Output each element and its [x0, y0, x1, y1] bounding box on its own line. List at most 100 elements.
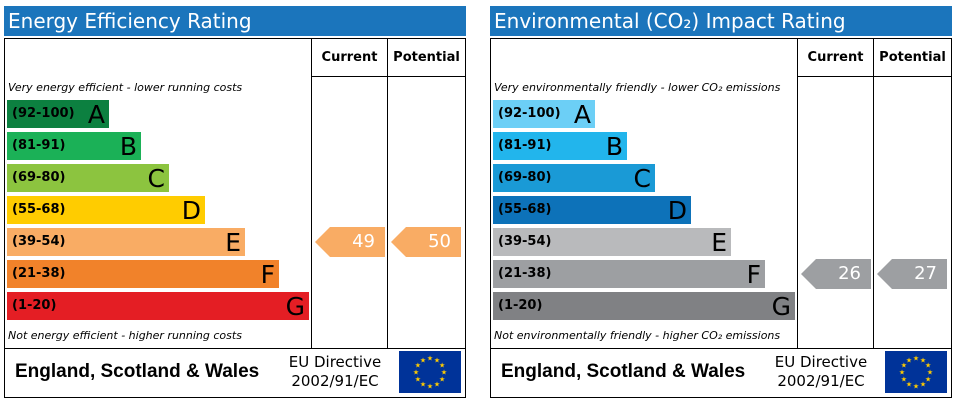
- band-range-label: (21-38): [12, 266, 66, 281]
- eu-star-icon: ★: [920, 381, 926, 389]
- eu-star-icon: ★: [906, 381, 912, 389]
- rating-band-a: (92-100) A: [493, 100, 595, 129]
- footer-divider: [491, 348, 951, 349]
- top-note: Very environmentally friendly - lower CO…: [494, 81, 781, 94]
- band-range-label: (69-80): [12, 170, 66, 185]
- eu-star-icon: ★: [434, 381, 440, 389]
- rating-frame: Current Potential Very energy efficient …: [4, 38, 466, 398]
- eu-star-icon: ★: [925, 376, 931, 384]
- band-letter: C: [147, 164, 165, 193]
- eu-star-icon: ★: [413, 369, 419, 377]
- current-rating-arrow: 49: [315, 227, 385, 257]
- column-divider: [797, 77, 798, 348]
- potential-rating-arrow: 27: [877, 259, 947, 289]
- rating-band-c: (69-80) C: [7, 164, 169, 193]
- bottom-note: Not environmentally friendly - higher CO…: [494, 329, 781, 342]
- rating-band-e: (39-54) E: [7, 228, 245, 257]
- eu-star-icon: ★: [434, 356, 440, 364]
- potential-column-header: Potential: [387, 39, 465, 77]
- band-letter: E: [225, 228, 241, 257]
- directive-line: EU Directive: [774, 353, 868, 371]
- eu-star-icon: ★: [901, 376, 907, 384]
- band-range-label: (81-91): [12, 138, 66, 153]
- potential-column-header: Potential: [873, 39, 951, 77]
- band-letter: G: [771, 292, 791, 321]
- band-range-label: (92-100): [12, 106, 75, 121]
- eu-flag-icon: ★ ★★★★★★★★★★★: [885, 351, 947, 393]
- band-letter: A: [573, 100, 591, 129]
- eu-star-icon: ★: [420, 381, 426, 389]
- rating-band-d: (55-68) D: [493, 196, 691, 225]
- band-letter: B: [605, 132, 623, 161]
- eu-star-icon: ★: [913, 355, 919, 363]
- bottom-note: Not energy efficient - higher running co…: [8, 329, 242, 342]
- panel-title: Environmental (CO₂) Impact Rating: [490, 6, 952, 36]
- panel-title: Energy Efficiency Rating: [4, 6, 466, 36]
- eu-star-icon: ★: [901, 362, 907, 370]
- potential-rating-value: 50: [428, 231, 451, 252]
- rating-band-b: (81-91) B: [493, 132, 627, 161]
- band-range-label: (92-100): [498, 106, 561, 121]
- eu-star-icon: ★: [439, 362, 445, 370]
- current-rating-value: 49: [352, 231, 375, 252]
- band-letter: F: [746, 260, 761, 289]
- rating-band-e: (39-54) E: [493, 228, 731, 257]
- band-letter: D: [667, 196, 687, 225]
- arrow-shape: [315, 227, 385, 257]
- region-label: England, Scotland & Wales: [501, 361, 746, 382]
- arrow-shape: [877, 259, 947, 289]
- potential-rating-arrow: 50: [391, 227, 461, 257]
- rating-band-c: (69-80) C: [493, 164, 655, 193]
- column-divider: [311, 77, 312, 348]
- eu-star-icon: ★: [420, 356, 426, 364]
- rating-band-d: (55-68) D: [7, 196, 205, 225]
- top-note: Very energy efficient - lower running co…: [8, 81, 243, 94]
- directive-line: 2002/91/EC: [291, 372, 379, 390]
- eu-star-icon: ★: [927, 369, 933, 377]
- band-letter: F: [260, 260, 275, 289]
- band-range-label: (81-91): [498, 138, 552, 153]
- current-rating-arrow: 26: [801, 259, 871, 289]
- eu-star-icon: ★: [427, 355, 433, 363]
- eu-star-icon: ★: [439, 376, 445, 384]
- band-range-label: (55-68): [12, 202, 66, 217]
- eu-star-icon: ★: [415, 362, 421, 370]
- rating-frame: Current Potential Very environmentally f…: [490, 38, 952, 398]
- band-range-label: (39-54): [12, 234, 66, 249]
- band-letter: A: [87, 100, 105, 129]
- column-divider: [873, 77, 874, 348]
- rating-band-f: (21-38) F: [7, 260, 279, 289]
- band-range-label: (1-20): [12, 298, 57, 313]
- potential-rating-value: 27: [914, 263, 937, 284]
- rating-band-g: (1-20) G: [493, 292, 795, 321]
- rating-band-g: (1-20) G: [7, 292, 309, 321]
- arrow-shape: [801, 259, 871, 289]
- eu-flag-icon: ★ ★★★★★★★★★★★: [399, 351, 461, 393]
- band-letter: E: [711, 228, 727, 257]
- band-range-label: (39-54): [498, 234, 552, 249]
- eu-star-icon: ★: [427, 383, 433, 391]
- current-rating-value: 26: [838, 263, 861, 284]
- band-letter: C: [633, 164, 651, 193]
- eu-star-icon: ★: [906, 356, 912, 364]
- current-column-header: Current: [311, 39, 387, 77]
- eu-directive: EU Directive 2002/91/EC: [761, 353, 881, 391]
- band-range-label: (1-20): [498, 298, 543, 313]
- eu-directive: EU Directive 2002/91/EC: [275, 353, 395, 391]
- environmental-impact-panel: Environmental (CO₂) Impact Rating Curren…: [490, 6, 956, 398]
- band-range-label: (21-38): [498, 266, 552, 281]
- band-range-label: (69-80): [498, 170, 552, 185]
- footer-divider: [5, 348, 465, 349]
- rating-band-f: (21-38) F: [493, 260, 765, 289]
- directive-line: 2002/91/EC: [777, 372, 865, 390]
- band-letter: G: [285, 292, 305, 321]
- band-letter: D: [181, 196, 201, 225]
- directive-line: EU Directive: [288, 353, 382, 371]
- band-letter: B: [119, 132, 137, 161]
- eu-star-icon: ★: [920, 356, 926, 364]
- band-range-label: (55-68): [498, 202, 552, 217]
- arrow-shape: [391, 227, 461, 257]
- current-column-header: Current: [797, 39, 873, 77]
- rating-band-a: (92-100) A: [7, 100, 109, 129]
- eu-star-icon: ★: [415, 376, 421, 384]
